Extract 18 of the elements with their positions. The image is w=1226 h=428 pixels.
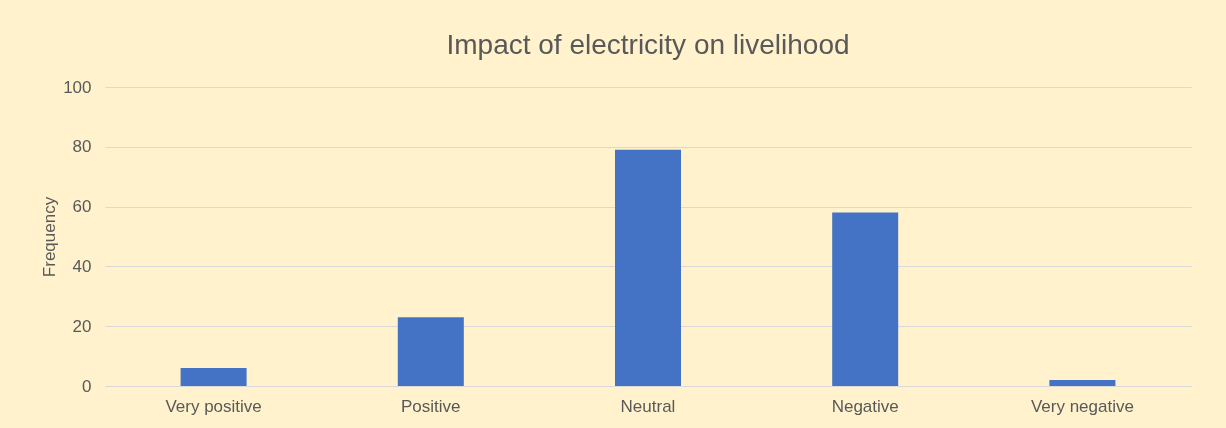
y-tick-label: 40 xyxy=(72,256,92,276)
y-tick-label: 60 xyxy=(72,197,92,217)
y-tick-label: 80 xyxy=(72,137,92,157)
bar xyxy=(397,317,464,386)
bar xyxy=(1049,380,1116,386)
x-tick-label: Very positive xyxy=(165,396,262,416)
bar xyxy=(180,368,247,386)
y-tick-label: 20 xyxy=(72,316,92,336)
x-tick-label: Negative xyxy=(831,396,899,416)
bar xyxy=(615,149,681,386)
y-tick-label: 100 xyxy=(63,77,92,97)
x-tick-label: Neutral xyxy=(620,396,676,416)
x-tick-label: Positive xyxy=(401,396,461,416)
x-tick-label: Very negative xyxy=(1030,396,1134,416)
bar xyxy=(832,212,899,386)
y-tick-label: 0 xyxy=(82,376,92,396)
chart-title: Impact of electricity on livelihood xyxy=(446,29,850,60)
y-axis-title: Frequency xyxy=(40,196,60,278)
